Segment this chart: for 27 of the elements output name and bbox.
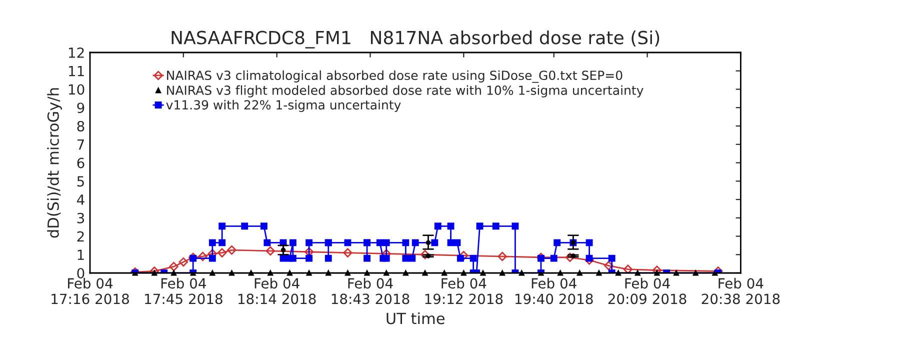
y-tick-label: 0 — [77, 268, 84, 278]
x-tick-label: Feb 04 18:14 2018 — [238, 278, 316, 304]
y-tick-label: 12 — [68, 47, 84, 58]
legend-label: NAIRAS v3 flight modeled absorbed dose rate with 10% 1-sigma uncertainty — [167, 85, 644, 98]
legend-label: v11.39 with 22% 1-sigma uncertainty — [166, 100, 401, 112]
y-tick-label: 5 — [77, 176, 84, 187]
x-tick-label: Feb 04 20:38 2018 — [702, 278, 780, 304]
y-tick-label: 3 — [77, 212, 84, 224]
x-axis-title: UT time — [386, 312, 444, 324]
x-tick-label: Feb 04 18:43 2018 — [332, 278, 410, 304]
x-tick-label: Feb 04 17:45 2018 — [145, 278, 222, 304]
y-axis-title: dD(Si)/dt microGy/h — [47, 88, 62, 238]
chart-title: NASAAFRCDC8_FM1 N817NA absorbed dose rate (Si) — [172, 30, 660, 48]
y-tick-label: 8 — [77, 120, 84, 132]
legend-label: NAIRAS v3 climatological absorbed dose rate using SiDose_G0.txt SEP=0 — [167, 70, 622, 83]
y-tick-label: 2 — [77, 231, 84, 242]
x-tick-label: Feb 04 20:09 2018 — [608, 278, 686, 304]
y-tick-label: 7 — [77, 140, 84, 150]
y-tick-label: 9 — [77, 102, 84, 114]
y-tick-label: 10 — [68, 84, 84, 95]
x-tick-label: Feb 04 17:16 2018 — [52, 278, 129, 304]
y-tick-label: 1 — [78, 250, 84, 260]
y-tick-label: 4 — [76, 194, 84, 205]
y-tick-label: 6 — [77, 158, 84, 168]
y-tick-label: 11 — [68, 66, 84, 76]
x-tick-label: Feb 04 19:40 2018 — [515, 278, 593, 304]
x-tick-label: Feb 04 19:12 2018 — [425, 278, 503, 304]
